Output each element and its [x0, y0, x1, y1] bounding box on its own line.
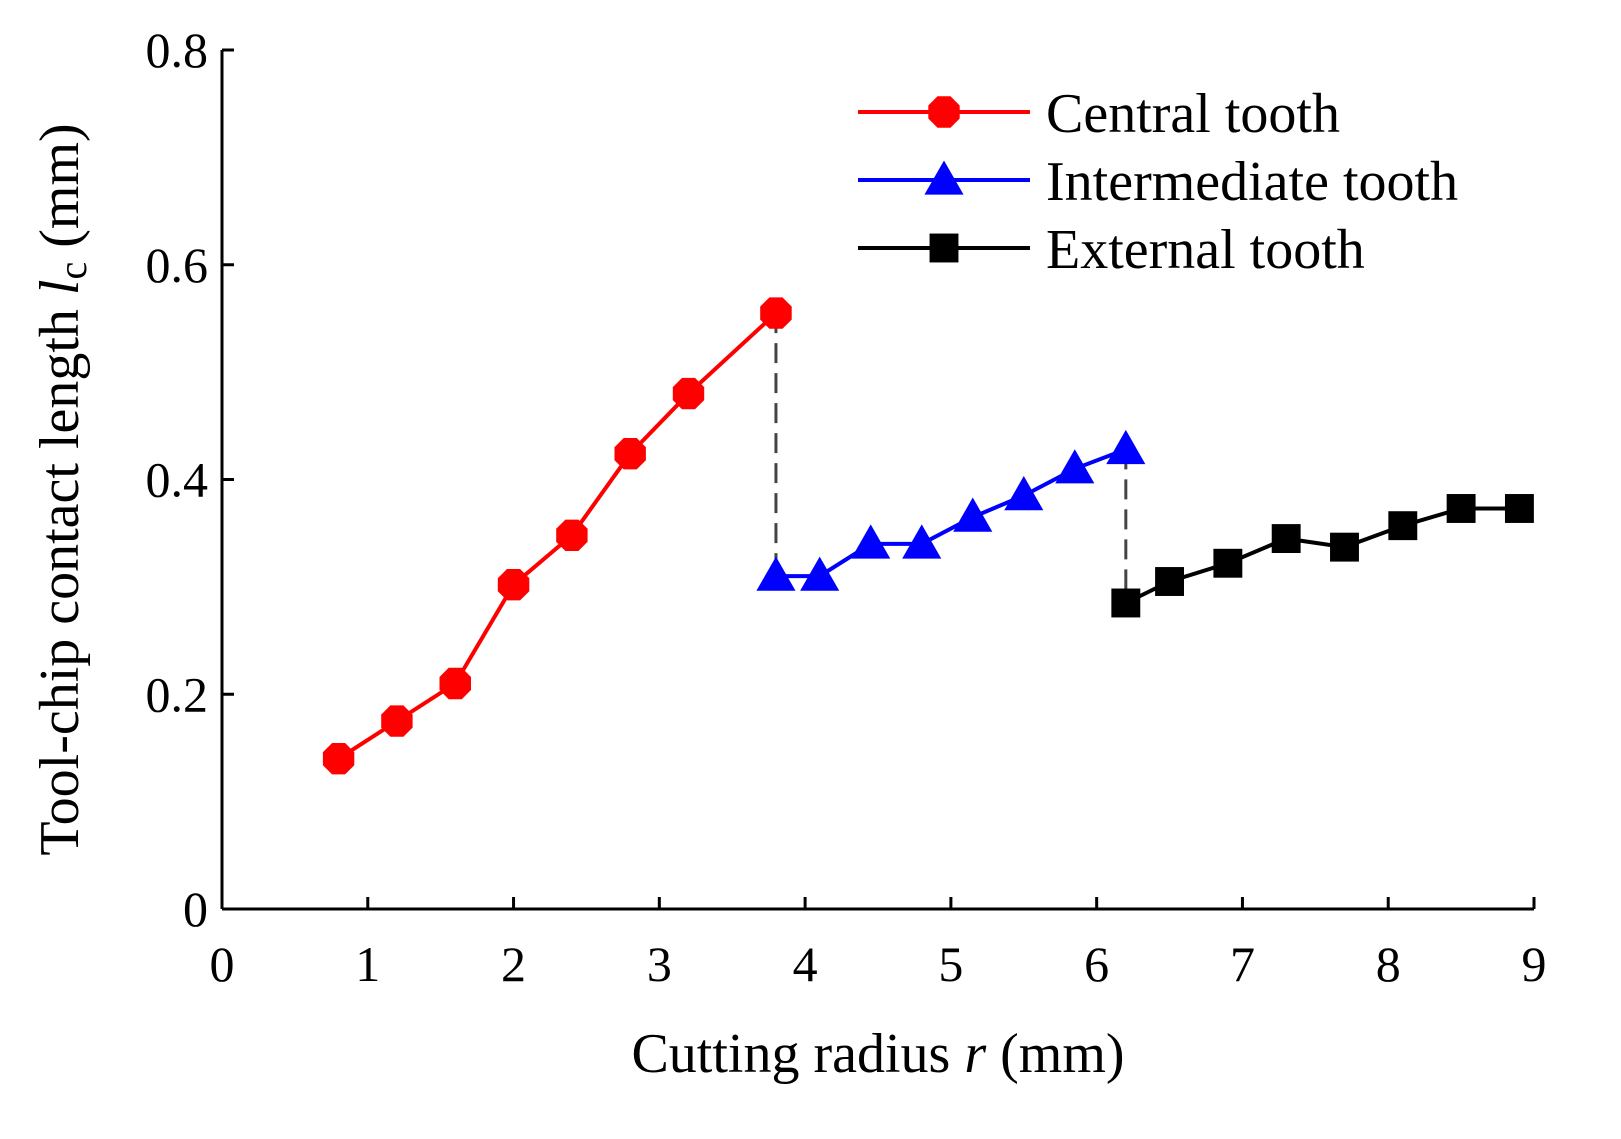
data-point	[1330, 532, 1359, 562]
x-tick-label: 6	[1084, 936, 1109, 992]
data-point	[381, 705, 413, 737]
y-tick-label: 0.4	[146, 452, 209, 508]
plot-area	[322, 297, 1534, 775]
x-tick-label: 3	[647, 936, 672, 992]
data-point	[672, 377, 705, 410]
x-tick-label: 1	[355, 936, 380, 992]
data-point	[760, 297, 792, 329]
data-point	[1213, 548, 1243, 578]
x-tick-label: 4	[793, 936, 818, 992]
data-point	[902, 524, 942, 559]
data-point	[1446, 494, 1476, 523]
data-point	[1111, 588, 1141, 618]
data-point	[1504, 494, 1534, 523]
y-tick-label: 0	[183, 881, 208, 937]
data-point	[1055, 449, 1095, 484]
legend-marker	[928, 96, 960, 128]
y-tick-label: 0.8	[146, 22, 209, 78]
x-ticks: 0 1 2 3 4 5 6 7 8 9	[210, 897, 1547, 992]
x-tick-label: 5	[938, 936, 963, 992]
y-tick-label: 0.2	[146, 666, 209, 722]
data-point	[1388, 511, 1418, 541]
data-point	[556, 519, 588, 551]
y-axis-title: Tool-chip contact length lc (mm)	[29, 123, 95, 855]
legend-label: Intermediate tooth	[1046, 151, 1458, 213]
y-tick-label: 0.6	[146, 237, 209, 293]
data-point	[614, 438, 646, 470]
data-point	[800, 556, 840, 591]
legend-item: Intermediate tooth	[858, 151, 1458, 213]
data-point	[953, 497, 993, 532]
data-point	[322, 743, 355, 775]
legend-label: External tooth	[1046, 219, 1365, 281]
axes: 0 1 2 3 4 5 6 7 8 9 0 0.2 0.4 0.6 0.8	[146, 22, 1547, 992]
x-tick-label: 7	[1230, 936, 1255, 992]
series-1	[756, 429, 1146, 591]
legend-marker	[924, 160, 964, 195]
data-point	[1106, 429, 1146, 465]
data-point	[1271, 524, 1301, 554]
x-tick-label: 9	[1522, 936, 1547, 992]
data-point	[1155, 567, 1185, 596]
series-0	[322, 297, 792, 775]
data-point	[851, 524, 891, 559]
legend-item: Central tooth	[858, 83, 1340, 145]
y-ticks: 0 0.2 0.4 0.6 0.8	[146, 22, 234, 937]
x-axis-title: Cutting radius r (mm)	[631, 1023, 1124, 1085]
x-tick-label: 8	[1376, 936, 1401, 992]
data-point	[1004, 476, 1044, 511]
series-2	[1111, 494, 1534, 618]
legend-item: External tooth	[858, 219, 1365, 281]
legend-marker	[929, 233, 959, 263]
data-point	[756, 556, 796, 591]
legend-label: Central tooth	[1046, 83, 1340, 145]
data-point	[439, 667, 471, 700]
x-tick-label: 2	[501, 936, 526, 992]
x-tick-label: 0	[210, 936, 235, 992]
data-point	[497, 569, 530, 601]
